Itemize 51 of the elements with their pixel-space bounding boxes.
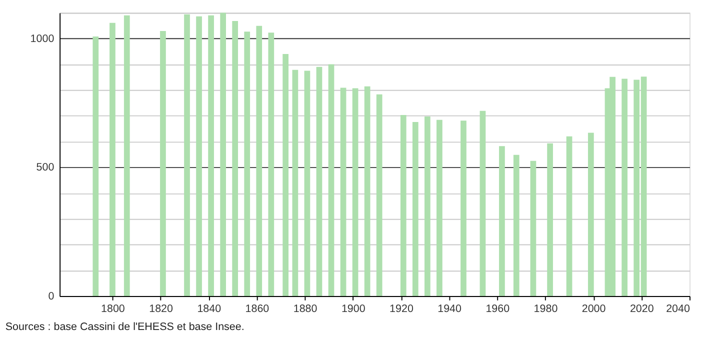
bar [160, 31, 166, 296]
bar [328, 64, 334, 296]
bar [184, 14, 190, 296]
bar [256, 26, 262, 296]
x-tick-label: 1920 [390, 303, 414, 316]
x-tick-label: 1800 [101, 303, 125, 316]
bar [400, 114, 406, 296]
source-note: Sources : base Cassini de l'EHESS et base Insee. [5, 321, 244, 334]
bar [460, 120, 466, 296]
bar [547, 143, 553, 296]
bar [244, 32, 250, 296]
bar [530, 160, 536, 296]
bar [376, 94, 382, 296]
y-tick-label: 0 [48, 290, 54, 302]
bar [282, 54, 289, 296]
bar [352, 88, 358, 296]
x-tick-label: 1980 [534, 303, 558, 316]
x-tick-label: 1940 [438, 303, 462, 316]
bar [499, 146, 505, 296]
x-tick-label: 2020 [630, 303, 654, 316]
bar [124, 15, 130, 296]
bar [566, 136, 572, 296]
bar [268, 32, 274, 296]
bar [364, 86, 370, 296]
bar [412, 122, 418, 296]
bar [424, 116, 430, 296]
bar [92, 36, 99, 296]
bar [292, 70, 298, 296]
y-tick-label: 1000 [30, 32, 54, 45]
bar [196, 16, 202, 296]
bar [436, 120, 442, 296]
y-tick-label: 500 [36, 162, 54, 174]
x-tick-label: 1960 [486, 303, 510, 316]
bar [588, 132, 594, 296]
bar [304, 70, 310, 296]
x-tick-label: 2000 [582, 303, 606, 316]
bar [340, 88, 346, 296]
bar [480, 110, 486, 296]
bar [232, 21, 238, 296]
x-tick-label: 2040 [666, 303, 690, 316]
x-tick-label: 1840 [197, 303, 222, 316]
x-tick-label: 1820 [149, 303, 174, 316]
x-tick-label: 1860 [245, 303, 270, 316]
x-tick-label: 1900 [341, 303, 366, 316]
bar [220, 12, 226, 296]
x-tick-label: 1880 [293, 303, 318, 316]
bar [208, 15, 214, 296]
bar [316, 66, 322, 296]
bar [622, 78, 628, 296]
bar [513, 154, 520, 296]
bar [110, 22, 116, 296]
